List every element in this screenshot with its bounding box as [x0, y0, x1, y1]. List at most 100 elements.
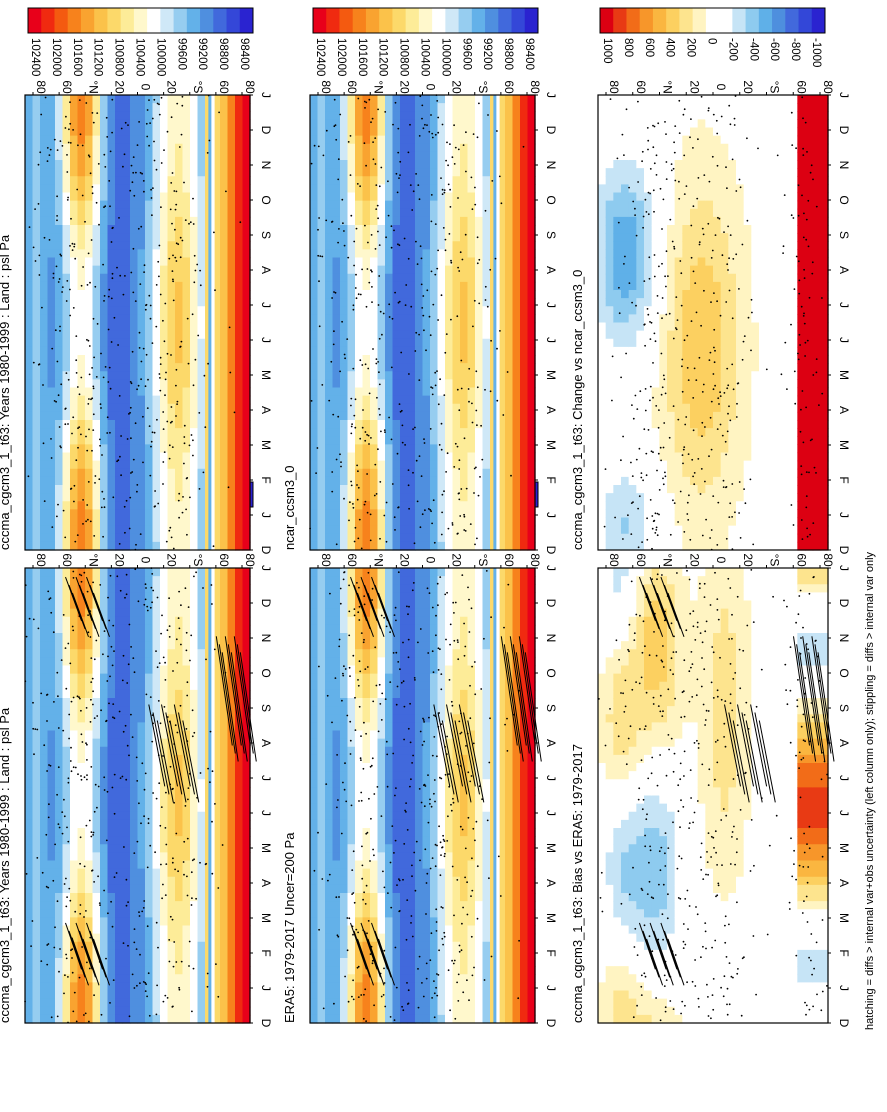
colorbar-label: 99200: [481, 38, 493, 70]
colorbar-swatch: [352, 8, 367, 33]
latitude-tick-label: 0: [139, 84, 153, 91]
colorbar-swatch: [41, 8, 55, 33]
colorbar-label: 102000: [50, 38, 62, 76]
latitude-tick-label: 80: [528, 80, 542, 94]
colorbar-swatch: [133, 8, 148, 33]
month-tick-label: J: [544, 92, 558, 98]
colorbar-swatch: [200, 8, 214, 33]
latitude-tick-label: 80: [607, 553, 621, 567]
colorbar-label: 1000: [601, 38, 613, 64]
latitude-tick-label: 20: [112, 80, 126, 94]
colorbar-label: 100400: [134, 38, 146, 76]
month-tick-label: J: [544, 985, 558, 991]
latitude-tick-label: 20: [450, 553, 464, 567]
boundary-line: [210, 95, 215, 550]
month-tick-label: D: [837, 599, 851, 608]
month-tick-label: S: [544, 704, 558, 712]
colorbar-swatch: [120, 8, 135, 33]
panel-title: cccma_cgcm3_1_t63: Years 1980-1999 : Lan…: [0, 707, 12, 1023]
colorbar-swatch: [639, 8, 654, 33]
colorbar-label: 400: [664, 38, 676, 57]
colorbar-label: 600: [643, 38, 655, 57]
month-tick-label: N: [837, 161, 851, 170]
latitude-tick-label: °N: [661, 80, 675, 93]
latitude-tick-label: 80: [34, 553, 48, 567]
month-tick-label: N: [259, 634, 273, 643]
month-tick-label: J: [259, 985, 273, 991]
colorbar-swatch: [613, 8, 627, 33]
month-tick-label: D: [544, 546, 558, 555]
month-tick-label: A: [837, 739, 851, 747]
month-tick-label: N: [259, 161, 273, 170]
stippling: [603, 95, 824, 551]
latitude-tick-label: 60: [60, 553, 74, 567]
month-tick-label: D: [544, 126, 558, 135]
boundary-line: [208, 95, 212, 550]
colorbar-swatch: [626, 8, 641, 33]
latitude-tick-label: 20: [165, 553, 179, 567]
latitude-tick-label: 0: [424, 84, 438, 91]
colorbar-swatch: [313, 8, 327, 33]
panel-bottom-left: 80 60 °N 20 0 20 °S 60 80DJFMAMJJASONDJcccma_cgc…: [570, 481, 851, 1028]
colorbar-label: 102400: [314, 38, 326, 76]
colorbar-swatch: [226, 8, 241, 33]
latitude-tick-labels: 80 60 °N 20 0 20 °S 60 80: [317, 553, 542, 568]
colorbar-label: 101200: [92, 38, 104, 76]
colorbar-swatch: [445, 8, 460, 33]
latitude-tick-label: 0: [714, 557, 728, 564]
month-tick-label: J: [837, 92, 851, 98]
latitude-tick-label: 60: [794, 553, 808, 567]
boundary-line: [495, 568, 500, 1023]
colorbar-swatch: [213, 8, 228, 33]
month-tick-label: A: [544, 879, 558, 887]
latitude-tick-label: °S: [768, 81, 782, 94]
latitude-tick-labels: 80 60 °N 20 0 20 °S 60 80: [605, 553, 835, 568]
latitude-tick-label: 20: [397, 553, 411, 567]
month-tick-label: J: [837, 810, 851, 816]
latitude-tick-label: 80: [34, 80, 48, 94]
month-tick-label: O: [544, 668, 558, 677]
month-tick-labels: D J F M A M J J A S O N D J: [250, 565, 273, 1028]
month-tick-label: D: [259, 546, 273, 555]
latitude-tick-labels: 80 60 °N 20 0 20 °S 60 80: [32, 553, 257, 568]
latitude-tick-label: °S: [476, 81, 490, 94]
latitude-tick-label: 60: [634, 80, 648, 94]
latitude-tick-label: 20: [112, 553, 126, 567]
colorbar-label: 101600: [356, 38, 368, 76]
colorbar-swatch: [392, 8, 407, 33]
month-tick-label: M: [837, 843, 851, 853]
colorbar-label: 99600: [460, 38, 472, 70]
latitude-tick-label: 0: [714, 84, 728, 91]
colorbar-label: 98400: [238, 38, 250, 70]
month-tick-label: M: [837, 913, 851, 923]
month-tick-label: A: [544, 266, 558, 274]
colorbar: 1000 800 600 400 200 0 -200 -400 -600 -800 -1000: [599, 7, 826, 67]
latitude-tick-label: 80: [319, 553, 333, 567]
boundary-line: [495, 95, 500, 550]
month-tick-label: D: [544, 599, 558, 608]
panel-top-left: 80 60 °N 20 0 20 °S 60 80DJFMAMJJASONDJcccma_cgc…: [0, 481, 273, 1028]
latitude-tick-label: °S: [191, 81, 205, 94]
month-tick-label: O: [544, 195, 558, 204]
month-tick-label: A: [259, 739, 273, 747]
colorbar-label: 102000: [335, 38, 347, 76]
latitude-tick-label: °N: [661, 553, 675, 566]
month-tick-label: J: [259, 775, 273, 781]
latitude-tick-labels: 80 60 °N 20 0 20 °S 60 80: [605, 80, 835, 95]
colorbar-swatch: [173, 8, 188, 33]
boundary-line: [208, 568, 212, 1023]
latitude-tick-label: °S: [476, 554, 490, 567]
month-tick-label: S: [837, 231, 851, 239]
colorbar-label: -1000: [810, 38, 822, 67]
colorbar-swatch: [458, 8, 473, 33]
latitude-tick-label: 20: [450, 80, 464, 94]
colorbar-swatch: [758, 8, 773, 33]
colorbar-swatch: [705, 8, 720, 33]
month-tick-label: J: [837, 512, 851, 518]
colorbar-swatch: [418, 8, 433, 33]
month-tick-label: J: [259, 512, 273, 518]
month-tick-label: J: [259, 810, 273, 816]
colorbar: 102400 102000 101600 101200 100800 100400 1000…: [27, 7, 254, 76]
